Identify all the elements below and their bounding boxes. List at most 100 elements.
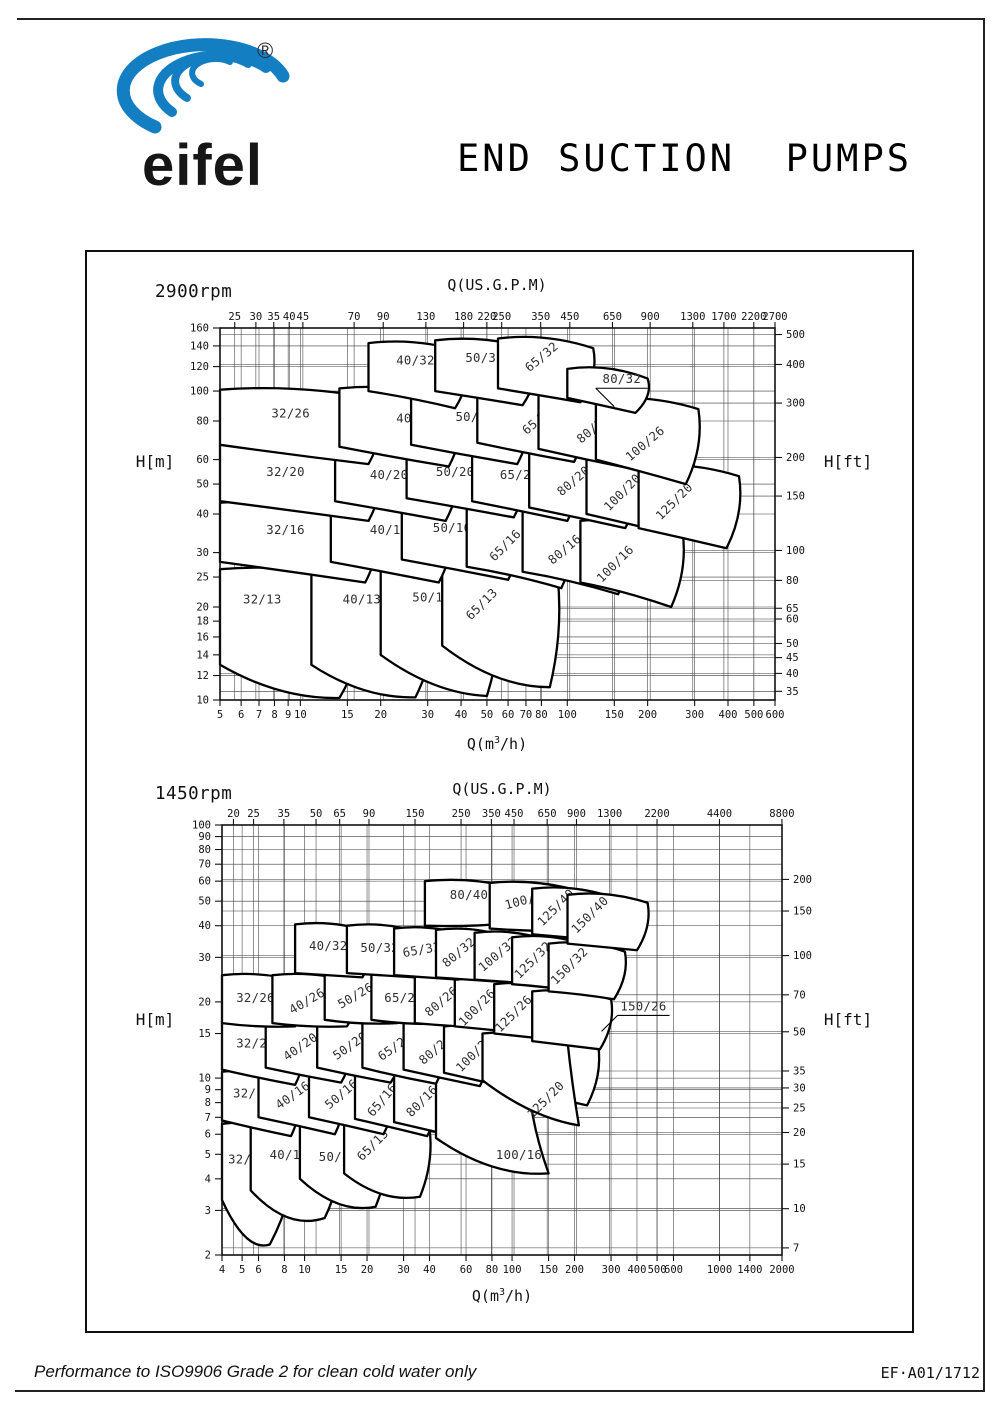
x-top-tick-label: 130 [416,311,435,323]
x-top-tick-label: 45 [297,311,310,323]
y-right-tick-label: 10 [793,1203,806,1215]
region-label: 65/26 [384,991,423,1005]
x-bottom-tick-label: 150 [605,709,624,721]
y-left-tick-label: 10 [198,1073,211,1085]
region-label: 32/16 [266,523,305,537]
y-right-tick-label: 80 [786,575,799,587]
x-top-tick-label: 2700 [762,311,787,323]
y-right-tick-label: 40 [786,668,799,680]
region-label: 40/32 [396,353,435,367]
x-axis-top-label: Q(US.G.P.M) [452,780,551,798]
x-axis-bottom-label: Q(m3/h) [472,1287,532,1305]
x-top-tick-label: 2200 [644,808,669,820]
x-top-tick-label: 350 [531,311,550,323]
x-bottom-tick-label: 1400 [737,1264,762,1276]
y-right-tick-label: 200 [793,874,812,886]
y-left-tick-label: 7 [205,1112,211,1124]
x-top-tick-label: 1300 [597,808,622,820]
x-top-tick-label: 50 [310,808,323,820]
x-axis-top-label: Q(US.G.P.M) [447,276,546,294]
y-left-tick-label: 12 [196,670,209,682]
rpm-label: 2900rpm [155,282,232,302]
pump-region-150/40 [566,892,650,952]
y-left-tick-label: 4 [205,1173,211,1185]
x-top-tick-label: 1300 [680,311,705,323]
y-left-tick-label: 120 [190,361,209,373]
x-bottom-tick-label: 400 [627,1264,646,1276]
axis-ticks [213,322,782,706]
x-top-tick-label: 350 [482,808,501,820]
x-bottom-tick-label: 4 [219,1264,225,1276]
x-top-tick-label: 450 [505,808,524,820]
x-bottom-tick-label: 15 [335,1264,348,1276]
top-rule [17,18,985,20]
x-bottom-tick-label: 8 [281,1264,287,1276]
footer-note: Performance to ISO9906 Grade 2 for clean… [34,1362,477,1381]
x-bottom-tick-label: 40 [455,709,468,721]
bottom-rule [15,1390,985,1392]
x-top-tick-label: 65 [333,808,346,820]
y-left-tick-label: 80 [196,416,209,428]
x-top-tick-label: 220 [477,311,496,323]
x-top-tick-label: 20 [227,808,240,820]
region-label: 40/13 [343,593,382,607]
x-bottom-tick-label: 600 [766,709,785,721]
y-left-tick-label: 70 [198,859,211,871]
y-axis-left-label: H[m] [136,452,175,471]
region-label: 150/26 [620,999,666,1013]
y-right-tick-label: 45 [786,652,799,664]
y-right-tick-label: 400 [786,359,805,371]
x-top-tick-label: 900 [641,311,660,323]
x-bottom-tick-label: 20 [361,1264,374,1276]
y-left-tick-label: 20 [198,996,211,1008]
label-leader [595,387,615,408]
y-left-tick-label: 90 [198,831,211,843]
x-bottom-tick-label: 8 [271,709,277,721]
y-left-tick-label: 14 [196,649,209,661]
region-label: 40/16 [370,523,409,537]
right-rule [983,18,985,1392]
y-right-tick-label: 50 [786,638,799,650]
y-left-tick-label: 9 [205,1084,211,1096]
x-top-tick-label: 25 [228,311,241,323]
title-line-1: END SUCTION PUMPS [457,137,912,180]
y-left-tick-label: 25 [196,572,209,584]
y-right-tick-label: 70 [793,989,806,1001]
field-charts: 5 6 7 8 9 10 15 20 30 40 50 60 70 80 100 150 200 300 400 50… [136,276,872,1305]
x-bottom-tick-label: 20 [374,709,387,721]
y-right-tick-label: 500 [786,329,805,341]
y-right-tick-label: 20 [793,1127,806,1139]
y-left-tick-label: 40 [196,509,209,521]
x-bottom-tick-label: 2000 [769,1264,794,1276]
y-left-tick-label: 18 [196,616,209,628]
region-label: 100/16 [496,1148,542,1162]
region-label: 80/32 [603,372,642,386]
y-right-tick-label: 7 [793,1242,799,1254]
x-top-tick-label: 8800 [769,808,794,820]
x-top-tick-label: 900 [567,808,586,820]
y-left-tick-label: 160 [190,323,209,335]
x-bottom-tick-label: 7 [256,709,262,721]
label-leader [601,1015,618,1032]
y-left-tick-label: 100 [192,820,211,832]
x-bottom-tick-label: 100 [558,709,577,721]
y-left-tick-label: 10 [196,695,209,707]
x-bottom-tick-label: 60 [460,1264,473,1276]
axis-ticks [215,819,789,1261]
x-top-tick-label: 180 [454,311,473,323]
region-label: 80/40 [450,888,489,902]
field-chart-frame: 5 6 7 8 9 10 15 20 30 40 50 60 70 80 100 150 200 300 400 50… [85,250,914,1333]
x-bottom-tick-label: 50 [481,709,494,721]
x-bottom-tick-label: 5 [239,1264,245,1276]
y-left-tick-label: 16 [196,631,209,643]
x-top-tick-label: 30 [250,311,263,323]
x-axis-bottom-label: Q(m3/h) [467,735,527,753]
plot-border [221,824,783,1256]
x-bottom-tick-label: 80 [535,709,548,721]
pump-region-150/26 [531,988,614,1051]
region-label: 32/20 [266,465,305,479]
y-left-tick-label: 5 [205,1149,211,1161]
x-top-tick-label: 35 [267,311,280,323]
y-right-tick-label: 35 [786,686,799,698]
